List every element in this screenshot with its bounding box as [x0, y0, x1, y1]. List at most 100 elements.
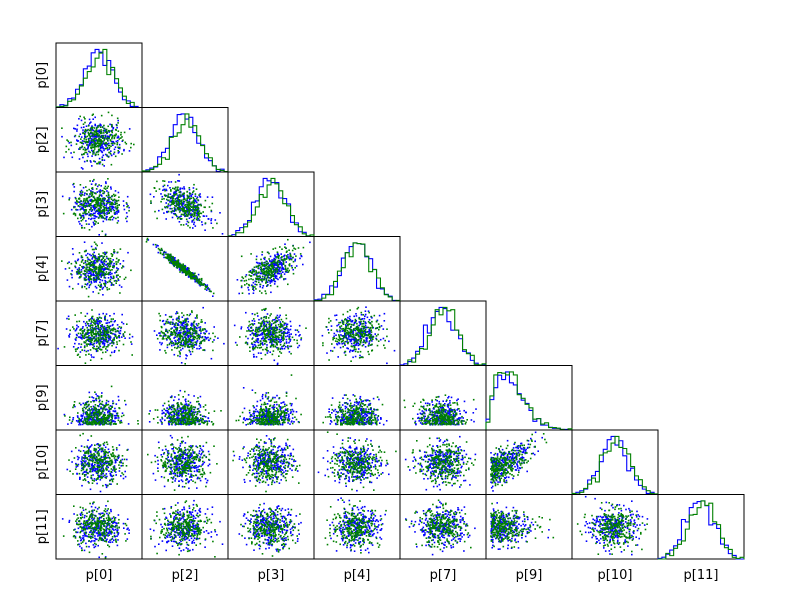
- scatter-point: [113, 153, 115, 155]
- scatter-point: [113, 216, 115, 219]
- scatter-point: [97, 162, 99, 165]
- scatter-point: [199, 212, 202, 214]
- scatter-point: [91, 129, 94, 131]
- scatter-point: [268, 272, 271, 275]
- scatter-point: [191, 325, 193, 327]
- scatter-point: [189, 274, 192, 277]
- scatter-point: [84, 202, 86, 204]
- scatter-point: [85, 279, 88, 281]
- scatter-point: [278, 272, 280, 275]
- scatter-point: [274, 334, 277, 337]
- scatter-point: [73, 151, 75, 154]
- scatter-point: [94, 258, 97, 260]
- scatter-point: [194, 215, 196, 217]
- scatter-point: [78, 118, 80, 120]
- scatter-point: [102, 146, 104, 148]
- scatter-point: [299, 253, 302, 255]
- scatter-point: [103, 139, 105, 142]
- scatter-point: [290, 265, 293, 267]
- scatter-point: [106, 216, 108, 218]
- scatter-point: [81, 142, 83, 144]
- scatter-point: [110, 253, 113, 255]
- scatter-point: [112, 209, 115, 211]
- scatter-point: [283, 258, 286, 261]
- scatter-point: [257, 271, 260, 274]
- scatter-point: [170, 340, 173, 343]
- scatter-point: [297, 331, 300, 333]
- scatter-point: [172, 256, 174, 258]
- scatter-point: [240, 255, 243, 258]
- scatter-point: [101, 230, 104, 233]
- scatter-point: [106, 135, 109, 137]
- scatter-point: [363, 340, 366, 342]
- scatter-point: [97, 318, 99, 321]
- scatter-point: [195, 342, 198, 345]
- scatter-point: [350, 333, 352, 336]
- scatter-point: [91, 133, 94, 136]
- scatter-point: [257, 264, 260, 267]
- scatter-point: [102, 312, 104, 315]
- scatter-point: [278, 331, 280, 334]
- scatter-point: [180, 362, 183, 364]
- scatter-point: [187, 197, 190, 199]
- scatter-point: [275, 271, 277, 274]
- scatter-point: [113, 276, 115, 279]
- scatter-point: [283, 332, 285, 334]
- scatter-point: [123, 278, 126, 280]
- scatter-point: [97, 284, 100, 287]
- scatter-point: [74, 128, 76, 130]
- scatter-point: [121, 153, 123, 155]
- scatter-point: [103, 192, 105, 195]
- scatter-point: [252, 343, 254, 346]
- scatter-point: [191, 323, 194, 325]
- scatter-point: [187, 208, 190, 210]
- scatter-point: [280, 258, 283, 261]
- scatter-point: [281, 337, 284, 339]
- scatter-point: [175, 205, 177, 208]
- scatter-point: [263, 264, 266, 266]
- scatter-point: [105, 322, 108, 324]
- scatter-point: [98, 259, 100, 262]
- scatter-point: [291, 267, 293, 269]
- scatter-point: [94, 223, 97, 225]
- scatter-point: [105, 128, 108, 131]
- scatter-point: [247, 326, 249, 329]
- scatter-point: [117, 152, 120, 154]
- scatter-point: [192, 210, 194, 213]
- scatter-point: [65, 328, 68, 330]
- scatter-point: [266, 251, 269, 254]
- scatter-point: [336, 343, 338, 345]
- scatter-point: [85, 220, 87, 222]
- scatter-point: [96, 216, 98, 218]
- scatter-point: [89, 193, 91, 195]
- scatter-point: [87, 148, 89, 150]
- scatter-point: [194, 195, 197, 197]
- scatter-point: [112, 342, 115, 344]
- scatter-point: [104, 153, 107, 156]
- scatter-point: [223, 342, 225, 345]
- scatter-point: [69, 329, 71, 332]
- scatter-point: [95, 260, 97, 262]
- scatter-point: [99, 263, 101, 266]
- scatter-point: [149, 193, 152, 196]
- scatter-point: [73, 127, 75, 130]
- scatter-point: [84, 260, 87, 262]
- scatter-point: [283, 344, 285, 347]
- scatter-point: [273, 328, 275, 330]
- scatter-point: [165, 322, 167, 325]
- scatter-point: [177, 339, 180, 341]
- scatter-point: [110, 145, 112, 147]
- scatter-point: [108, 197, 110, 199]
- scatter-point: [170, 262, 173, 264]
- scatter-point: [285, 327, 288, 330]
- scatter-point: [358, 328, 361, 331]
- scatter-point: [84, 212, 87, 214]
- scatter-point: [164, 314, 167, 316]
- scatter-point: [183, 196, 185, 198]
- scatter-point: [261, 261, 263, 264]
- scatter-point: [359, 350, 362, 353]
- scatter-point: [74, 266, 77, 269]
- scatter-point: [171, 202, 174, 204]
- scatter-point: [93, 178, 95, 181]
- scatter-point: [264, 309, 266, 311]
